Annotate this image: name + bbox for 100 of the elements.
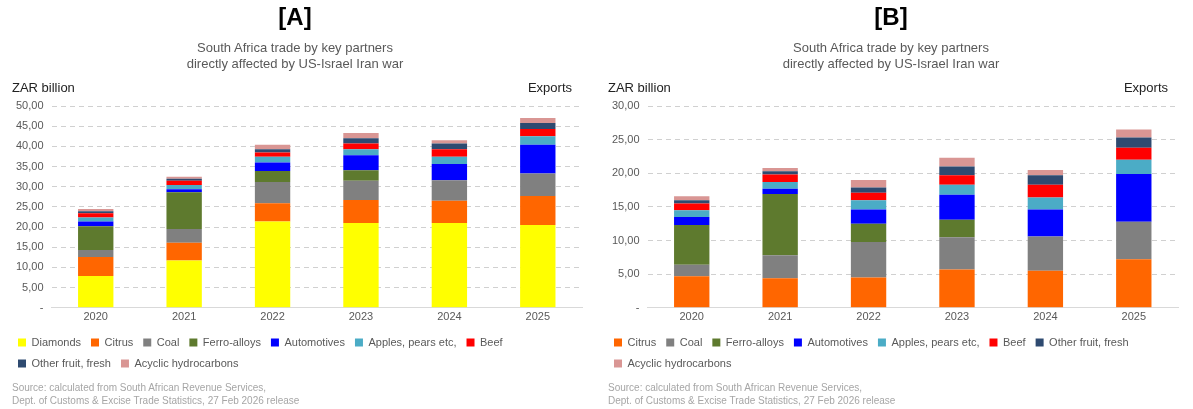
bar (431, 149, 468, 157)
bar (431, 200, 468, 224)
bar (78, 213, 114, 218)
bar (762, 171, 798, 175)
bar (674, 210, 710, 217)
y-tick-label: 10,00 (612, 233, 640, 246)
bar (166, 260, 202, 308)
bar (520, 225, 556, 308)
bar (1116, 259, 1152, 308)
bar (166, 192, 202, 230)
text: Exports (1123, 80, 1169, 95)
bar (431, 156, 468, 165)
y-tick-label: 30,00 (612, 99, 640, 112)
bar (939, 219, 975, 238)
bar (343, 143, 379, 150)
bar (78, 226, 114, 251)
bar (762, 167, 798, 172)
source-note: Source: calculated from South African Revenue Services, Dept. of Customs & Excise Trade Statistics, 27 Feb 2026 release (12, 382, 300, 406)
bar (1027, 270, 1064, 308)
x-tick-label: 2021 (767, 310, 793, 323)
bar (78, 275, 114, 308)
bar (520, 196, 556, 226)
y-tick-label: 25,00 (612, 132, 640, 145)
text: Exports (527, 80, 573, 95)
legend-label: Automotives (284, 335, 346, 348)
legend-label: Citrus (104, 335, 134, 348)
y-tick-label: 50,00 (16, 99, 44, 112)
x-tick-label: 2020 (83, 310, 108, 323)
bar (166, 189, 202, 193)
y-tick-label: - (635, 300, 640, 313)
bar (254, 221, 291, 308)
y-tick-label: 20,00 (16, 220, 44, 233)
bar (939, 157, 975, 167)
bar (939, 194, 975, 220)
bar (343, 149, 379, 156)
legend-label: Automotives (807, 335, 869, 348)
bar (1027, 175, 1064, 185)
bar (674, 225, 710, 265)
bar (520, 118, 556, 123)
bar (1027, 169, 1064, 176)
bar (939, 269, 975, 308)
bar (762, 182, 798, 189)
bar (343, 138, 379, 144)
bar (939, 175, 975, 185)
bar (166, 242, 202, 261)
legend-label: Ferro-alloys (725, 335, 785, 348)
bar (1027, 197, 1064, 210)
bar (254, 162, 291, 171)
x-tick-label: 2020 (679, 310, 704, 323)
y-tick-label: - (39, 300, 44, 313)
y-tick-label: 10,00 (16, 260, 44, 273)
bar (343, 133, 379, 139)
y-tick-label: 15,00 (16, 240, 44, 253)
bar (850, 223, 887, 242)
bar (343, 170, 379, 181)
bar (850, 277, 887, 308)
y-tick-label: 40,00 (16, 139, 44, 152)
bar (166, 185, 202, 190)
bar (254, 156, 291, 163)
bar (850, 187, 887, 193)
bar (674, 200, 710, 204)
bar (1027, 209, 1064, 237)
bar (78, 256, 114, 276)
x-tick-label: 2025 (525, 310, 551, 323)
y-axis-title: ZAR billion (608, 80, 671, 95)
bar (431, 140, 468, 144)
bar (674, 216, 710, 226)
bar (343, 223, 379, 308)
bar (520, 129, 556, 137)
bar (431, 223, 468, 308)
bar (343, 200, 379, 224)
bar (850, 192, 887, 201)
chart-subtitle: South Africa trade by key partners directly affected by US-Israel Iran war (186, 40, 404, 71)
legend-label: Coal (679, 335, 703, 348)
bar (431, 180, 468, 201)
x-tick-label: 2024 (1033, 310, 1058, 323)
y-tick-label: 15,00 (612, 199, 640, 212)
x-tick-label: 2023 (348, 310, 374, 323)
chart-title: [B] (874, 3, 908, 31)
bar (343, 155, 379, 171)
x-tick-label: 2022 (856, 310, 881, 323)
bar (520, 173, 556, 196)
bar (674, 264, 710, 277)
y-tick-label: 45,00 (16, 119, 44, 132)
bar (520, 122, 556, 130)
bar (762, 188, 798, 195)
legend-label: Diamonds (31, 335, 82, 348)
bar (166, 229, 202, 243)
bar (674, 276, 710, 308)
bar (939, 184, 975, 195)
chart-subtitle: South Africa trade by key partners directly affected by US-Israel Iran war (782, 40, 1000, 71)
bar (850, 241, 887, 278)
bar (254, 203, 291, 222)
bar (1116, 221, 1152, 260)
legend-label: Other fruit, fresh (1049, 335, 1129, 348)
y-tick-label: 25,00 (16, 199, 44, 212)
x-tick-label: 2022 (260, 310, 285, 323)
y-tick-label: 35,00 (16, 159, 44, 172)
chart-title: [A] (278, 3, 312, 31)
bar (939, 166, 975, 176)
